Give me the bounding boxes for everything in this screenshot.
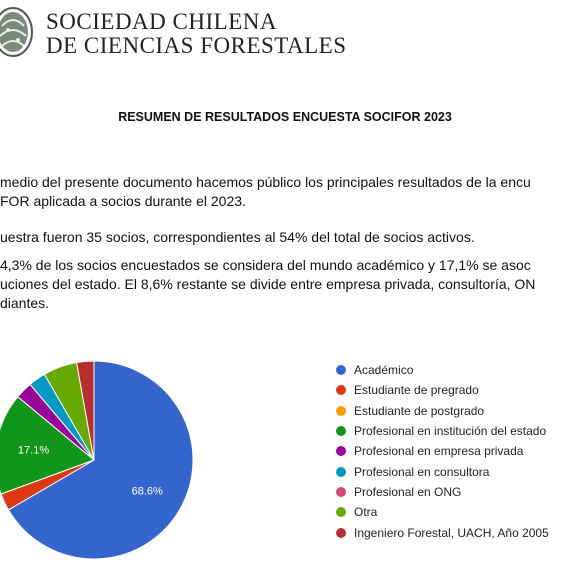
pie-chart: 68.6% 17.1% — [0, 360, 194, 560]
pie-slice — [75, 360, 95, 461]
legend-label: Profesional en institución del estado — [354, 424, 547, 439]
legend-item: Profesional en institución del estado — [336, 421, 549, 441]
paragraph-results: 4,3% de los socios encuestados se consid… — [0, 256, 535, 313]
legend-swatch — [336, 365, 346, 376]
text-line: 4,3% de los socios encuestados se consid… — [0, 257, 531, 273]
legend-label: Profesional en consultora — [354, 464, 490, 479]
org-line-1: SOCIEDAD CHILENA — [46, 9, 277, 34]
legend-label: Estudiante de postgrado — [354, 403, 485, 418]
chart-legend: Académico Estudiante de pregrado Estudiant… — [336, 360, 549, 543]
legend-swatch — [336, 426, 346, 437]
organization-name: SOCIEDAD CHILENA DE CIENCIAS FORESTALES — [46, 10, 347, 58]
text-line: medio del presente documento hacemos púb… — [0, 174, 531, 190]
slice-label: 17.1% — [18, 445, 49, 457]
legend-item: Ingeniero Forestal, UACH, Año 2005 — [336, 522, 549, 542]
legend-swatch — [336, 405, 346, 416]
legend-item: Profesional en ONG — [336, 482, 549, 502]
text-line: diantes. — [0, 295, 50, 311]
text-line: uciones del estado. El 8,6% restante se … — [0, 276, 536, 292]
legend-item: Profesional en empresa privada — [336, 441, 549, 461]
paragraph-sample: uestra fueron 35 socios, correspondiente… — [0, 228, 475, 247]
legend-item: Estudiante de postgrado — [336, 401, 549, 421]
legend-swatch — [336, 507, 346, 518]
slice-label: 68.6% — [132, 486, 163, 498]
legend-item: Académico — [336, 360, 549, 380]
pie-slice — [7, 360, 194, 560]
text-line: FOR aplicada a socios durante el 2023. — [0, 193, 246, 209]
org-line-2: DE CIENCIAS FORESTALES — [46, 33, 347, 58]
pie-slice — [0, 396, 95, 495]
legend-item: Otra — [336, 502, 549, 522]
text-line: uestra fueron 35 socios, correspondiente… — [0, 229, 475, 245]
document-title: RESUMEN DE RESULTADOS ENCUESTA SOCIFOR 2… — [118, 110, 452, 124]
legend-label: Académico — [354, 363, 414, 378]
paragraph-intro: medio del presente documento hacemos púb… — [0, 173, 531, 211]
legend-swatch — [336, 385, 346, 396]
society-logo — [0, 7, 33, 57]
legend-swatch — [336, 527, 346, 538]
legend-item: Profesional en consultora — [336, 461, 549, 481]
legend-swatch — [336, 486, 346, 497]
legend-swatch — [336, 466, 346, 477]
legend-label: Profesional en ONG — [354, 484, 462, 499]
legend-swatch — [336, 446, 346, 457]
legend-label: Estudiante de pregrado — [354, 383, 479, 398]
legend-label: Profesional en empresa privada — [354, 444, 524, 459]
legend-item: Estudiante de pregrado — [336, 380, 549, 400]
legend-label: Otra — [354, 505, 378, 520]
legend-label: Ingeniero Forestal, UACH, Año 2005 — [354, 525, 549, 540]
